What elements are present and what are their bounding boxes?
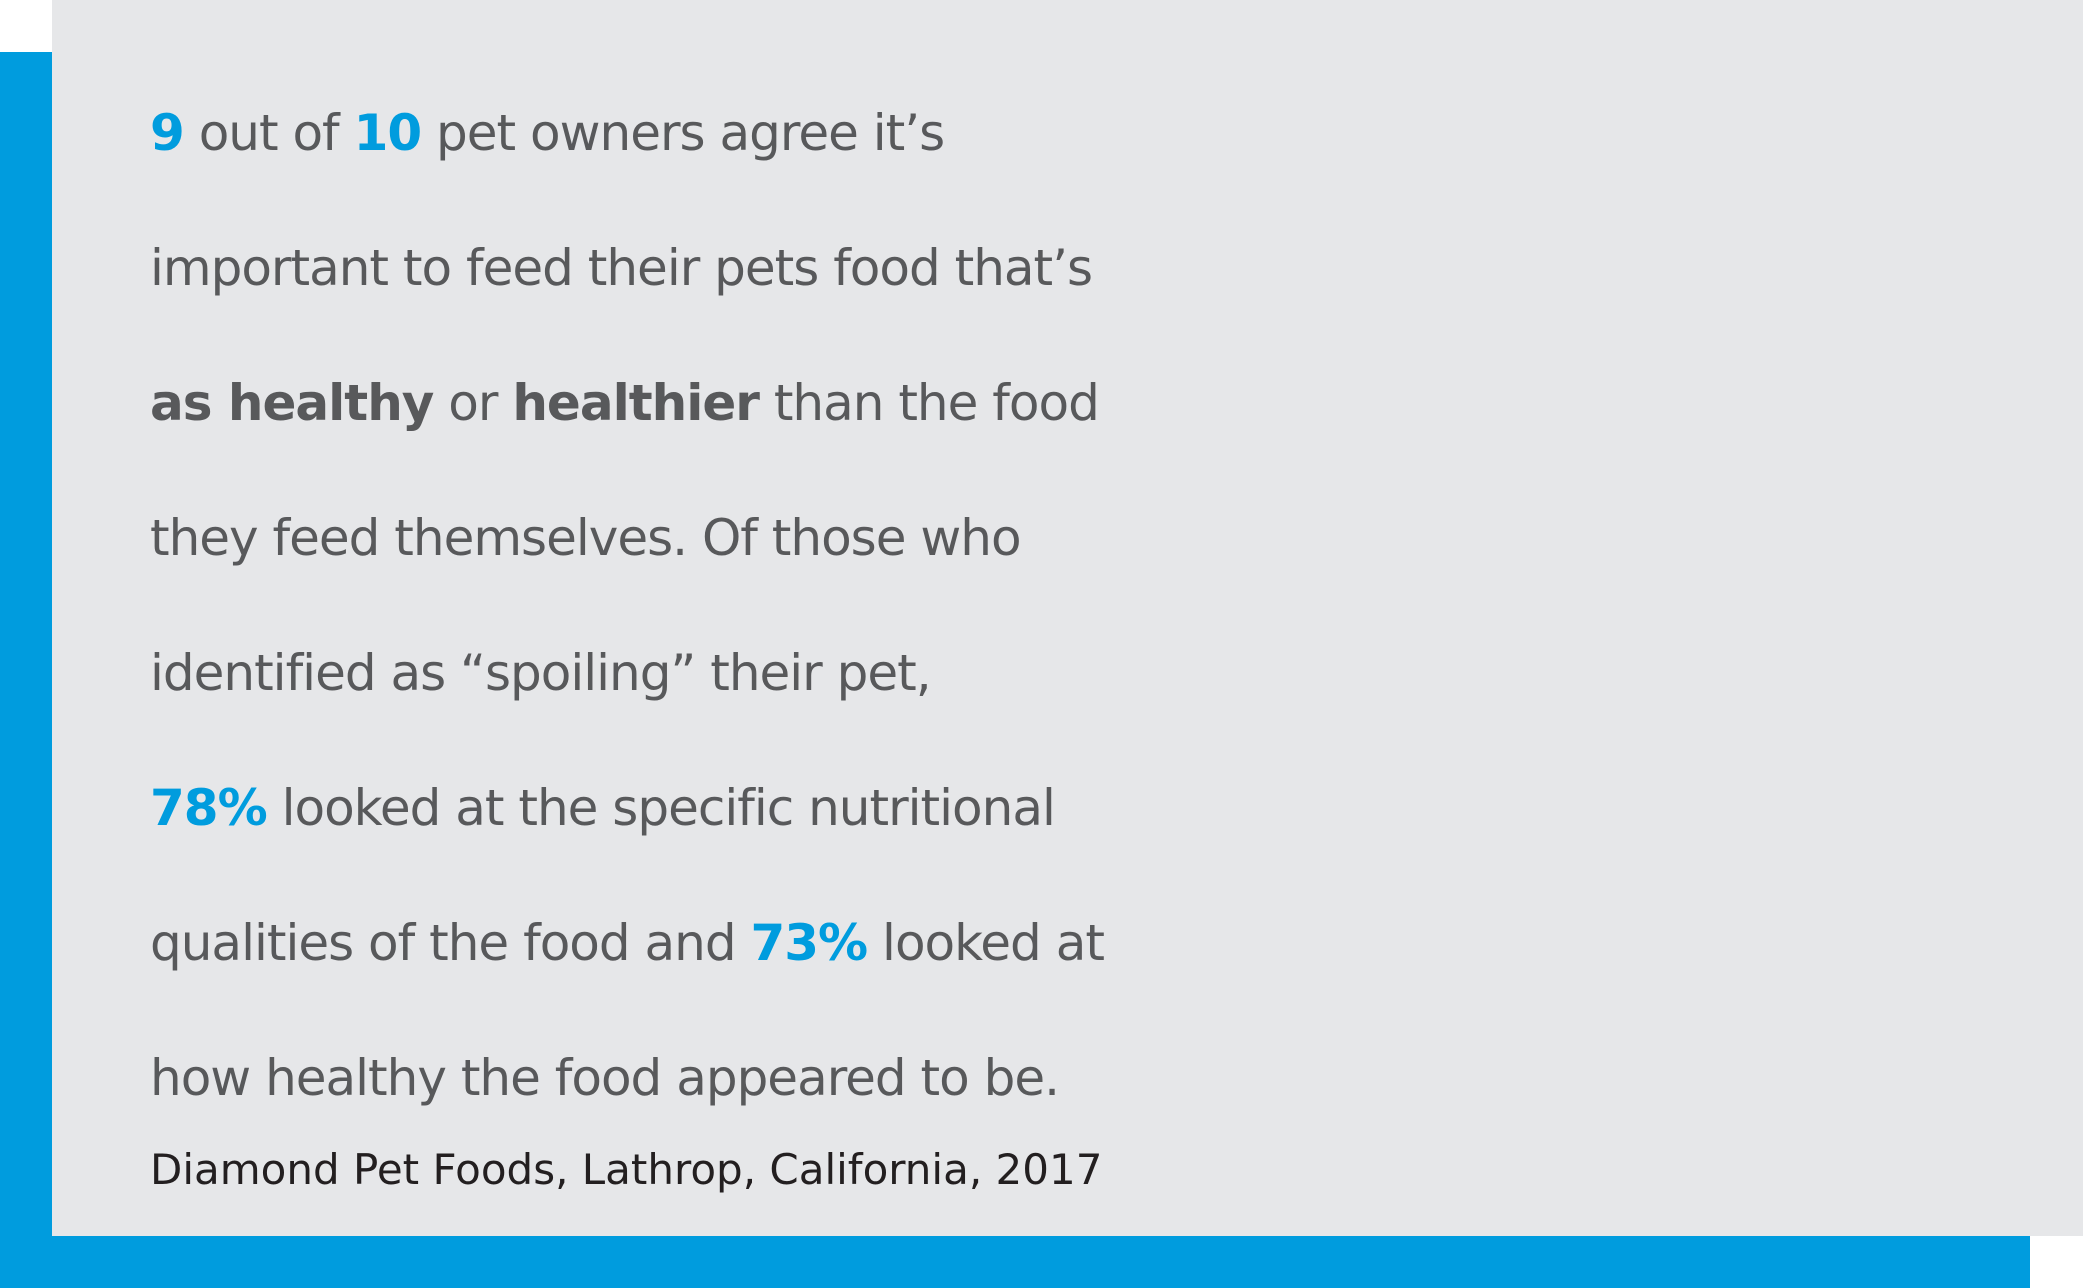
statement-line-2: important to feed their pets food that’s [150,201,2030,336]
statement-line-1: 9 out of 10 pet owners agree it’s [150,66,2030,201]
statement-text: pet owners agree it’s [421,104,945,162]
statement-text: identified as “spoiling” their pet, [150,644,932,702]
statement-text: out of [183,104,354,162]
statement-text: qualities of the food and [150,914,751,972]
bold-as-healthy: as healthy [150,374,434,432]
highlight-percent-78: 78% [150,779,268,837]
statement-text: looked at the specific nutritional [266,779,1056,837]
statement-line-3: as healthy or healthier than the food [150,336,2030,471]
statement-line-6: 78% looked at the specific nutritional [150,741,2030,876]
statement-text: or [433,374,513,432]
statement-line-8: how healthy the food appeared to be. [150,1011,2030,1146]
highlight-number-9: 9 [150,104,185,162]
bold-healthier: healthier [512,374,760,432]
statement-text: important to feed their pets food that’s [150,239,1093,297]
statement-line-5: identified as “spoiling” their pet, [150,606,2030,741]
statement-text: how healthy the food appeared to be. [150,1049,1060,1107]
statement-text: looked at [867,914,1105,972]
statement-text: they feed themselves. Of those who [150,509,1022,567]
highlight-percent-73: 73% [750,914,868,972]
source-citation: Diamond Pet Foods, Lathrop, California, … [150,1145,1103,1194]
statement-line-7: qualities of the food and 73% looked at [150,876,2030,1011]
statistic-statement: 9 out of 10 pet owners agree it’s import… [150,66,2030,1146]
statement-line-4: they feed themselves. Of those who [150,471,2030,606]
statement-text: than the food [758,374,1100,432]
stat-card [52,0,2083,1236]
highlight-number-10: 10 [353,104,423,162]
